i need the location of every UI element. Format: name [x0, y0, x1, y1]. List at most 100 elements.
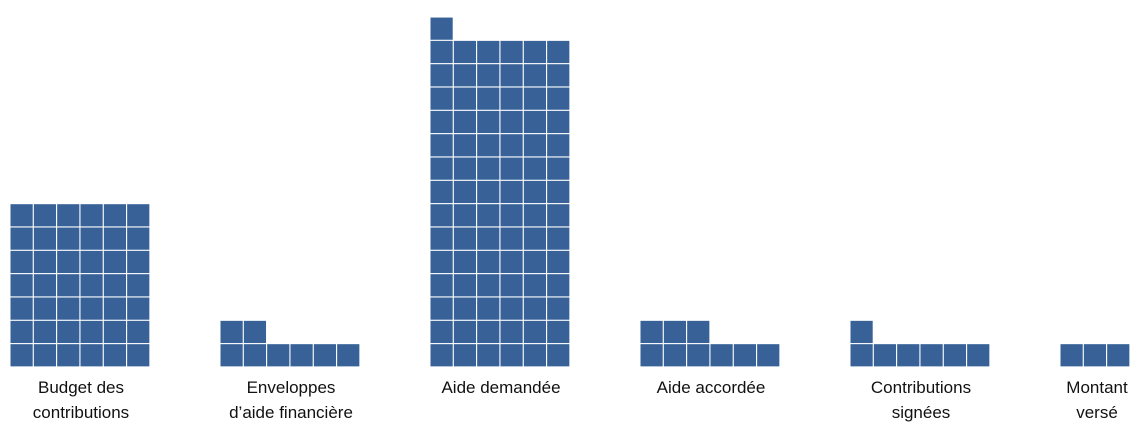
category-label-0-line-1: Budget des: [37, 378, 124, 397]
unit-square: [103, 320, 127, 344]
unit-square: [33, 204, 57, 227]
unit-square: [477, 87, 500, 110]
unit-square: [523, 250, 547, 274]
unit-square: [103, 250, 127, 274]
unit-square: [500, 180, 523, 204]
unit-square: [33, 274, 57, 297]
bar-group-0: [10, 204, 150, 367]
unit-square: [733, 344, 757, 367]
unit-square: [80, 274, 103, 297]
unit-square: [80, 227, 103, 250]
unit-square: [243, 344, 267, 367]
unit-square: [547, 344, 570, 367]
bar-group-1: [220, 320, 360, 367]
unit-square: [500, 134, 523, 157]
unit-square: [477, 320, 500, 344]
unit-square: [477, 227, 500, 250]
category-label-0-line-2: contributions: [32, 403, 130, 422]
unit-square: [897, 344, 920, 367]
unit-square: [663, 320, 687, 344]
unit-square: [33, 320, 57, 344]
unit-square: [127, 227, 150, 250]
unit-square: [710, 344, 733, 367]
unit-square: [547, 297, 570, 320]
unit-square: [453, 227, 477, 250]
category-label-1: Enveloppes d’aide financière: [201, 375, 381, 425]
unit-square: [430, 180, 453, 204]
unit-square: [267, 344, 290, 367]
unit-square: [220, 320, 243, 344]
unit-square: [687, 344, 710, 367]
unit-square: [687, 320, 710, 344]
unit-square: [243, 320, 267, 344]
unit-square: [453, 110, 477, 134]
unit-square: [127, 274, 150, 297]
unit-square: [547, 204, 570, 227]
unit-square: [523, 64, 547, 87]
unit-square: [523, 87, 547, 110]
unit-square: [453, 250, 477, 274]
bar-group-3: [640, 320, 780, 367]
unit-square: [127, 344, 150, 367]
unit-square: [523, 134, 547, 157]
unit-square: [430, 134, 453, 157]
unit-square: [430, 297, 453, 320]
category-label-2-line-1: Aide demandée: [441, 378, 561, 397]
unit-square: [523, 40, 547, 64]
category-label-3: Aide accordée: [621, 375, 801, 400]
unit-square: [127, 320, 150, 344]
unit-square: [500, 64, 523, 87]
category-label-1-line-1: Enveloppes: [246, 378, 336, 397]
unit-square: [453, 320, 477, 344]
unit-square: [547, 320, 570, 344]
unit-square: [640, 344, 663, 367]
unit-square: [523, 157, 547, 180]
unit-square: [10, 274, 33, 297]
unit-square: [430, 204, 453, 227]
unit-square: [127, 250, 150, 274]
category-label-5-line-2: versé: [1076, 403, 1118, 422]
unit-square: [1107, 344, 1130, 367]
bar-group-2: [430, 17, 570, 367]
unit-square: [500, 157, 523, 180]
unit-square: [663, 344, 687, 367]
unit-square: [500, 320, 523, 344]
category-label-0: Budget des contributions: [0, 375, 171, 425]
unit-square: [1060, 344, 1083, 367]
unit-square: [500, 227, 523, 250]
unit-square: [523, 204, 547, 227]
unit-square: [10, 344, 33, 367]
unit-square: [500, 344, 523, 367]
unit-square: [547, 227, 570, 250]
unit-square: [477, 134, 500, 157]
unit-square: [33, 250, 57, 274]
unit-square: [477, 40, 500, 64]
unit-square: [10, 320, 33, 344]
unit-square: [103, 344, 127, 367]
unit-square: [430, 320, 453, 344]
unit-square: [33, 227, 57, 250]
unit-square: [477, 250, 500, 274]
unit-square: [477, 64, 500, 87]
unit-square: [547, 134, 570, 157]
unit-square: [500, 204, 523, 227]
unit-square: [57, 297, 80, 320]
unit-square: [430, 110, 453, 134]
unit-square: [477, 180, 500, 204]
unit-square: [313, 344, 337, 367]
unit-square: [453, 40, 477, 64]
unit-square: [10, 297, 33, 320]
unit-square: [127, 204, 150, 227]
unit-square: [57, 274, 80, 297]
unit-square: [500, 40, 523, 64]
unit-square: [430, 17, 453, 40]
unit-square: [500, 274, 523, 297]
unit-square: [920, 344, 943, 367]
bar-group-4: [850, 320, 990, 367]
unit-square: [500, 110, 523, 134]
unit-square: [103, 227, 127, 250]
unit-square: [290, 344, 313, 367]
unit-square: [500, 297, 523, 320]
unit-square: [80, 297, 103, 320]
